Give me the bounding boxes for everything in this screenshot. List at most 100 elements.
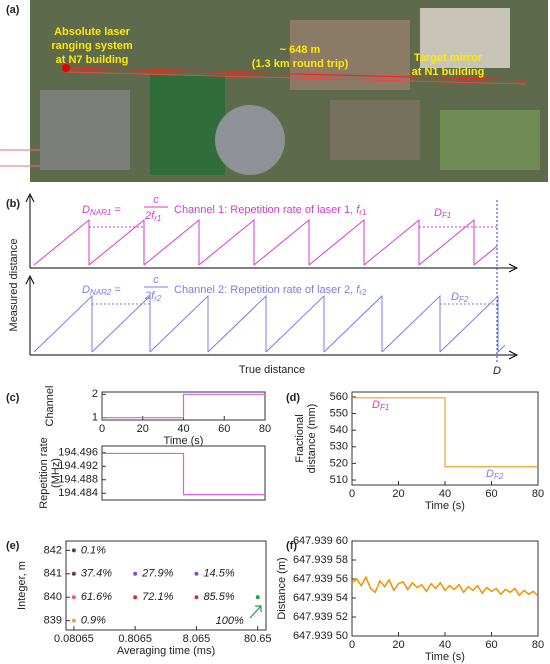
equation: DNAR2 = xyxy=(82,284,121,297)
channel-sub: r2 xyxy=(359,288,367,297)
y-axis-label: (MHz) xyxy=(50,458,62,488)
point xyxy=(194,595,199,600)
y-tick-label: 530 xyxy=(330,441,348,453)
y-tick-label: 839 xyxy=(44,615,62,627)
photo-building xyxy=(215,105,285,175)
annotation: DF1 xyxy=(372,399,389,412)
x-tick-label: 0 xyxy=(349,488,355,500)
panel-label: (c) xyxy=(6,392,20,404)
data-line xyxy=(352,397,538,468)
y-tick-label: 842 xyxy=(44,544,62,556)
arrow xyxy=(249,605,262,619)
point-label: 14.5% xyxy=(203,568,234,580)
x-tick-label: 0.08065 xyxy=(54,633,94,645)
x-axis-label: Averaging time (ms) xyxy=(117,645,215,657)
distance-label: (1.3 km round trip) xyxy=(252,58,349,70)
x-tick-label: 8.065 xyxy=(183,633,211,645)
df-part: D xyxy=(451,291,459,303)
y-axis-label: distance (mm) xyxy=(306,404,318,474)
x-tick-label: 0 xyxy=(349,639,355,651)
x-axis-label: Time (s) xyxy=(164,435,204,447)
x-tick-label: 40 xyxy=(439,639,451,651)
laser-beam xyxy=(65,67,526,81)
point xyxy=(133,571,138,576)
x-tick-label: 60 xyxy=(485,488,497,500)
x-tick-label: 80 xyxy=(259,423,271,435)
data-line xyxy=(102,452,265,496)
diagram-axes xyxy=(25,274,519,360)
photo-building xyxy=(420,8,510,68)
y-tick-label: 520 xyxy=(330,457,348,469)
df-part: F1 xyxy=(442,211,451,220)
x-tick-label: 40 xyxy=(439,488,451,500)
eq-part: r2 xyxy=(154,294,162,303)
df-part: D xyxy=(434,207,442,219)
y-tick-label: 647.939 58 xyxy=(293,554,348,566)
point xyxy=(255,595,260,600)
y-tick-label: 647.939 52 xyxy=(293,611,348,623)
x-tick-label: 40 xyxy=(177,423,189,435)
point xyxy=(133,595,138,600)
target-label: Target mirror xyxy=(414,52,483,64)
y-axis-label: Integer, m xyxy=(16,561,28,610)
x-tick-label: 80 xyxy=(532,639,544,651)
y-tick-label: 510 xyxy=(330,474,348,486)
point xyxy=(71,571,76,576)
channel-text: Channel 1: Repetition rate of laser 1, xyxy=(174,204,356,216)
df-label: DF1 xyxy=(434,207,451,220)
x-tick-label: 20 xyxy=(137,423,149,435)
y-tick-label: 194.484 xyxy=(58,487,98,499)
y-tick-label: 2 xyxy=(92,388,98,400)
diagram-axes xyxy=(25,192,519,273)
y-tick-label: 560 xyxy=(330,391,348,403)
annotation-sub: F1 xyxy=(380,403,389,412)
equation: 2fr1 xyxy=(144,210,161,223)
x-axis-label: Time (s) xyxy=(425,500,465,512)
y-tick-label: 194.496 xyxy=(58,447,98,459)
channel-sub: r1 xyxy=(359,208,367,217)
equation: 2fr2 xyxy=(144,290,162,303)
x-tick-label: 80 xyxy=(532,488,544,500)
axis-label: True distance xyxy=(239,364,305,376)
point xyxy=(71,595,76,600)
point-label: 100% xyxy=(216,615,244,627)
diagram-panel: (b) DNAR1 = c 2fr1 Channel 1: Repetition … xyxy=(6,192,519,377)
sawtooth xyxy=(33,294,506,353)
panel-label: (a) xyxy=(6,4,20,16)
panel-label: (d) xyxy=(286,392,300,404)
channel-label: Channel 1: Repetition rate of laser 1, f… xyxy=(174,204,367,217)
photo-area xyxy=(440,110,540,170)
laser-source xyxy=(62,64,70,72)
channel-var: f xyxy=(356,204,360,216)
panel-label: (e) xyxy=(6,540,20,552)
df-part: F2 xyxy=(459,295,469,304)
y-tick-label: 647.939 54 xyxy=(293,592,348,604)
eq-part: 2f xyxy=(144,210,155,222)
y-tick-label: 647.939 50 xyxy=(293,630,348,642)
y-axis-label: Channel xyxy=(44,386,56,427)
eq-part: = xyxy=(114,204,121,216)
y-tick-label: 194.492 xyxy=(58,460,98,472)
equation: c xyxy=(153,274,159,286)
y-tick-label: 840 xyxy=(44,591,62,603)
y-tick-label: 540 xyxy=(330,424,348,436)
data-line xyxy=(351,575,539,597)
photo-panel: (a) Absolute laser ranging system at N7 … xyxy=(0,0,548,182)
x-tick-label: 0.8065 xyxy=(118,633,152,645)
plot-frame xyxy=(351,540,539,637)
photo-area xyxy=(40,90,130,170)
y-tick-label: 1 xyxy=(92,412,98,424)
data-line xyxy=(102,393,265,419)
source-label: ranging system xyxy=(51,40,133,52)
equation: DNAR1 = xyxy=(82,204,121,217)
point xyxy=(194,571,199,576)
panel-label: (b) xyxy=(6,198,20,210)
x-tick-label: 60 xyxy=(485,639,497,651)
eq-part: = xyxy=(114,284,121,296)
x-tick-label: 60 xyxy=(218,423,230,435)
plot-frame xyxy=(101,445,266,501)
y-tick-label: 647.939 60 xyxy=(293,535,348,547)
channel-text: Channel 2: Repetition rate of laser 2, xyxy=(174,284,356,296)
